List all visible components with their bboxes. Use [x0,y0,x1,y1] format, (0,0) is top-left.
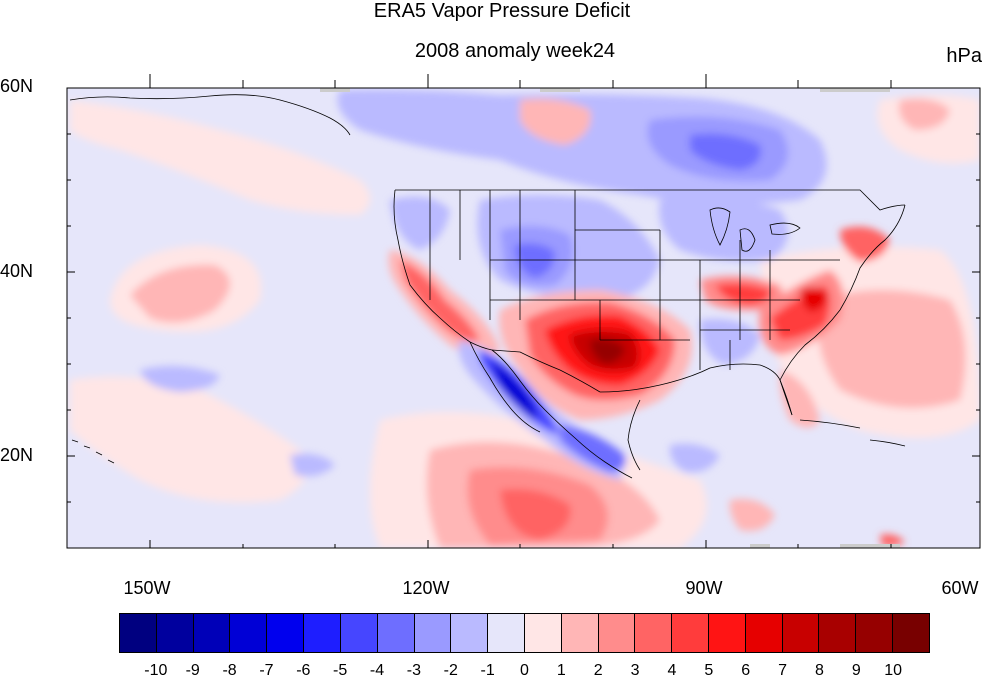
chart-title: ERA5 Vapor Pressure Deficit [373,0,631,22]
colorbar-swatch [561,614,599,652]
colorbar-label: 4 [667,662,677,679]
colorbar-swatch [856,614,894,652]
colorbar [119,613,930,653]
great-lakes [709,207,801,252]
colorbar-swatch [782,614,820,652]
colorbar-label: 8 [814,662,824,679]
colorbar-label: -9 [185,662,200,679]
colorbar-label: 0 [520,662,529,679]
colorbar-labels: -10 -9 -8 -7 -6 -5 -4 -3 -2 -1 0 1 2 3 4 5 6 7 8 9 10 [0,662,1004,682]
colorbar-swatch [672,614,709,652]
coastline [627,399,641,471]
lon-label-90w: 90W [685,578,723,598]
colorbar-label: 1 [556,662,566,679]
lat-label-60n: 60N [0,76,34,96]
colorbar-label: -8 [222,662,237,679]
colorbar-swatch [745,614,783,652]
colorbar-swatch [709,614,746,652]
colorbar-swatch [340,614,378,652]
colorbar-swatch [193,614,231,652]
colorbar-swatch [377,614,415,652]
colorbar-label: -5 [333,662,348,679]
colorbar-label: -7 [259,662,274,679]
coastline [469,341,541,433]
national-border [395,189,906,211]
national-border [491,349,601,393]
colorbar-label: 9 [851,662,861,679]
state-border [429,190,840,370]
colorbar-label: -3 [406,662,422,679]
colorbar-swatch [304,614,341,652]
chart-subtitle: 2008 anomaly week24 [414,40,616,62]
northeast-pacific-positive-anomaly [130,264,230,323]
units-label: hPa [946,45,982,67]
lon-label-150w: 150W [123,578,171,598]
coastline [393,189,493,351]
colorbar-label: 3 [630,662,640,679]
lon-label-60w: 60W [941,578,979,598]
caribbean-islands [799,419,906,447]
colorbar-label: -2 [443,662,458,679]
colorbar-label: 10 [884,662,903,679]
great-lakes-negative-anomaly [659,196,788,262]
colorbar-swatch [598,614,636,652]
colorbar-swatch [230,614,268,652]
colorbar-swatch [524,614,562,652]
coastline [779,204,906,416]
ohio-valley-positive-anomaly [715,283,771,305]
colorbar-swatch [635,614,673,652]
lon-label-120w: 120W [402,578,450,598]
colorbar-label: 6 [741,662,751,679]
coastline [491,349,633,479]
colorbar-label: -4 [369,662,385,679]
colorbar-label: -1 [480,662,495,679]
colorbar-swatch [893,614,929,652]
colorbar-swatch [488,614,525,652]
lat-label-40n: 40N [0,261,34,281]
colorbar-swatch [156,614,194,652]
colorbar-swatch [267,614,305,652]
colorbar-swatch [451,614,489,652]
colorbar-swatch [414,614,452,652]
colorbar-label: 2 [593,662,603,679]
colorbar-label: 7 [778,662,787,679]
hawaii-islands [71,439,115,464]
california-positive-anomaly [400,260,480,342]
colorbar-label: -6 [296,662,311,679]
colorbar-label: 5 [704,662,714,679]
colorbar-label: -10 [144,662,168,679]
alaska-coastline [69,94,351,136]
colorbar-swatch [819,614,857,652]
lat-label-20n: 20N [0,445,34,465]
colorbar-swatch [120,614,157,652]
